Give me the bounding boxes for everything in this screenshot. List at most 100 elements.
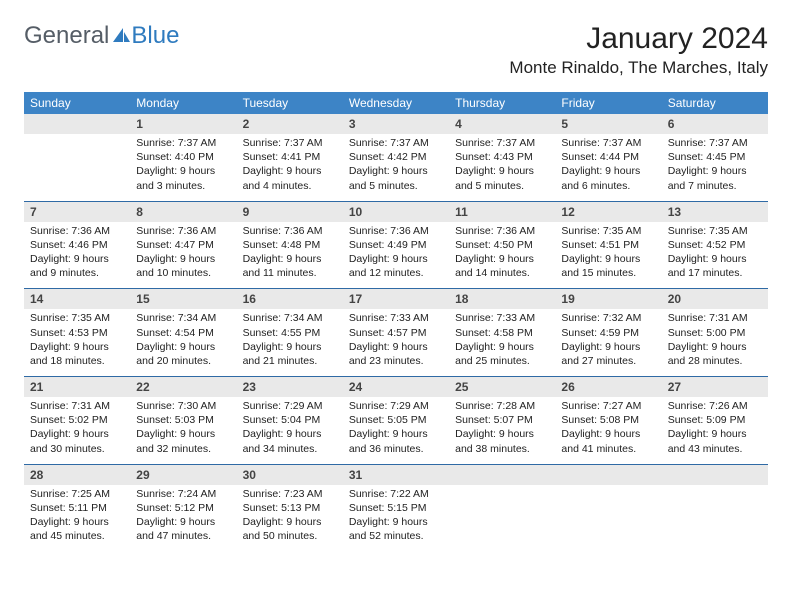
brand-part1: General <box>24 22 109 50</box>
day-number <box>555 464 661 485</box>
daylight-text-1: Daylight: 9 hours <box>243 515 337 529</box>
day-content-row: Sunrise: 7:25 AMSunset: 5:11 PMDaylight:… <box>24 485 768 552</box>
day-cell: Sunrise: 7:23 AMSunset: 5:13 PMDaylight:… <box>237 485 343 552</box>
day-cell: Sunrise: 7:36 AMSunset: 4:47 PMDaylight:… <box>130 222 236 289</box>
day-cell: Sunrise: 7:25 AMSunset: 5:11 PMDaylight:… <box>24 485 130 552</box>
weekday-header: Thursday <box>449 92 555 114</box>
day-number: 27 <box>662 377 768 398</box>
day-number: 3 <box>343 114 449 134</box>
sunset-text: Sunset: 5:11 PM <box>30 501 124 515</box>
weekday-header: Monday <box>130 92 236 114</box>
sunrise-text: Sunrise: 7:36 AM <box>349 224 443 238</box>
weekday-header: Wednesday <box>343 92 449 114</box>
sunset-text: Sunset: 4:41 PM <box>243 150 337 164</box>
day-number-row: 21222324252627 <box>24 377 768 398</box>
calendar-table: Sunday Monday Tuesday Wednesday Thursday… <box>24 92 768 551</box>
daylight-text-1: Daylight: 9 hours <box>561 427 655 441</box>
daylight-text-2: and 14 minutes. <box>455 266 549 280</box>
day-number: 21 <box>24 377 130 398</box>
daylight-text-1: Daylight: 9 hours <box>30 427 124 441</box>
brand-logo: General Blue <box>24 22 179 50</box>
sunset-text: Sunset: 4:49 PM <box>349 238 443 252</box>
day-cell: Sunrise: 7:31 AMSunset: 5:00 PMDaylight:… <box>662 309 768 376</box>
day-content-row: Sunrise: 7:37 AMSunset: 4:40 PMDaylight:… <box>24 134 768 201</box>
day-number: 5 <box>555 114 661 134</box>
daylight-text-2: and 4 minutes. <box>243 179 337 193</box>
day-number-row: 78910111213 <box>24 201 768 222</box>
daylight-text-1: Daylight: 9 hours <box>30 252 124 266</box>
day-cell: Sunrise: 7:28 AMSunset: 5:07 PMDaylight:… <box>449 397 555 464</box>
sunrise-text: Sunrise: 7:37 AM <box>668 136 762 150</box>
daylight-text-1: Daylight: 9 hours <box>349 252 443 266</box>
daylight-text-1: Daylight: 9 hours <box>349 427 443 441</box>
daylight-text-2: and 11 minutes. <box>243 266 337 280</box>
page-header: General Blue January 2024 Monte Rinaldo,… <box>24 22 768 78</box>
weekday-header: Friday <box>555 92 661 114</box>
daylight-text-1: Daylight: 9 hours <box>243 252 337 266</box>
daylight-text-1: Daylight: 9 hours <box>561 252 655 266</box>
day-cell: Sunrise: 7:29 AMSunset: 5:05 PMDaylight:… <box>343 397 449 464</box>
weekday-header: Sunday <box>24 92 130 114</box>
day-number: 25 <box>449 377 555 398</box>
sunrise-text: Sunrise: 7:36 AM <box>136 224 230 238</box>
daylight-text-2: and 28 minutes. <box>668 354 762 368</box>
daylight-text-2: and 50 minutes. <box>243 529 337 543</box>
daylight-text-2: and 3 minutes. <box>136 179 230 193</box>
day-number: 6 <box>662 114 768 134</box>
day-number: 17 <box>343 289 449 310</box>
daylight-text-2: and 34 minutes. <box>243 442 337 456</box>
day-number-row: 123456 <box>24 114 768 134</box>
sunrise-text: Sunrise: 7:23 AM <box>243 487 337 501</box>
sunset-text: Sunset: 4:50 PM <box>455 238 549 252</box>
day-cell: Sunrise: 7:30 AMSunset: 5:03 PMDaylight:… <box>130 397 236 464</box>
day-cell <box>555 485 661 552</box>
sunrise-text: Sunrise: 7:35 AM <box>561 224 655 238</box>
day-number: 10 <box>343 201 449 222</box>
daylight-text-2: and 17 minutes. <box>668 266 762 280</box>
daylight-text-1: Daylight: 9 hours <box>136 515 230 529</box>
day-number: 14 <box>24 289 130 310</box>
daylight-text-1: Daylight: 9 hours <box>136 252 230 266</box>
daylight-text-1: Daylight: 9 hours <box>243 164 337 178</box>
day-number: 26 <box>555 377 661 398</box>
day-number <box>24 114 130 134</box>
day-number: 4 <box>449 114 555 134</box>
day-cell: Sunrise: 7:36 AMSunset: 4:49 PMDaylight:… <box>343 222 449 289</box>
sunrise-text: Sunrise: 7:32 AM <box>561 311 655 325</box>
sunset-text: Sunset: 4:55 PM <box>243 326 337 340</box>
sunset-text: Sunset: 4:46 PM <box>30 238 124 252</box>
sunrise-text: Sunrise: 7:35 AM <box>668 224 762 238</box>
day-number: 29 <box>130 464 236 485</box>
daylight-text-2: and 12 minutes. <box>349 266 443 280</box>
daylight-text-1: Daylight: 9 hours <box>136 340 230 354</box>
daylight-text-2: and 20 minutes. <box>136 354 230 368</box>
sunrise-text: Sunrise: 7:27 AM <box>561 399 655 413</box>
daylight-text-2: and 36 minutes. <box>349 442 443 456</box>
sunset-text: Sunset: 5:04 PM <box>243 413 337 427</box>
day-number: 24 <box>343 377 449 398</box>
daylight-text-2: and 41 minutes. <box>561 442 655 456</box>
day-cell: Sunrise: 7:36 AMSunset: 4:50 PMDaylight:… <box>449 222 555 289</box>
day-cell: Sunrise: 7:37 AMSunset: 4:43 PMDaylight:… <box>449 134 555 201</box>
day-cell: Sunrise: 7:31 AMSunset: 5:02 PMDaylight:… <box>24 397 130 464</box>
day-cell: Sunrise: 7:22 AMSunset: 5:15 PMDaylight:… <box>343 485 449 552</box>
sunrise-text: Sunrise: 7:30 AM <box>136 399 230 413</box>
sunrise-text: Sunrise: 7:37 AM <box>349 136 443 150</box>
sunrise-text: Sunrise: 7:36 AM <box>455 224 549 238</box>
day-cell: Sunrise: 7:33 AMSunset: 4:57 PMDaylight:… <box>343 309 449 376</box>
day-number <box>449 464 555 485</box>
weekday-header: Saturday <box>662 92 768 114</box>
daylight-text-1: Daylight: 9 hours <box>668 340 762 354</box>
day-cell: Sunrise: 7:35 AMSunset: 4:52 PMDaylight:… <box>662 222 768 289</box>
day-cell: Sunrise: 7:36 AMSunset: 4:46 PMDaylight:… <box>24 222 130 289</box>
sunrise-text: Sunrise: 7:26 AM <box>668 399 762 413</box>
weekday-header-row: Sunday Monday Tuesday Wednesday Thursday… <box>24 92 768 114</box>
daylight-text-1: Daylight: 9 hours <box>561 340 655 354</box>
day-cell: Sunrise: 7:35 AMSunset: 4:53 PMDaylight:… <box>24 309 130 376</box>
sunrise-text: Sunrise: 7:24 AM <box>136 487 230 501</box>
sunset-text: Sunset: 4:57 PM <box>349 326 443 340</box>
sunset-text: Sunset: 5:03 PM <box>136 413 230 427</box>
day-cell: Sunrise: 7:32 AMSunset: 4:59 PMDaylight:… <box>555 309 661 376</box>
daylight-text-1: Daylight: 9 hours <box>668 427 762 441</box>
sunrise-text: Sunrise: 7:36 AM <box>243 224 337 238</box>
